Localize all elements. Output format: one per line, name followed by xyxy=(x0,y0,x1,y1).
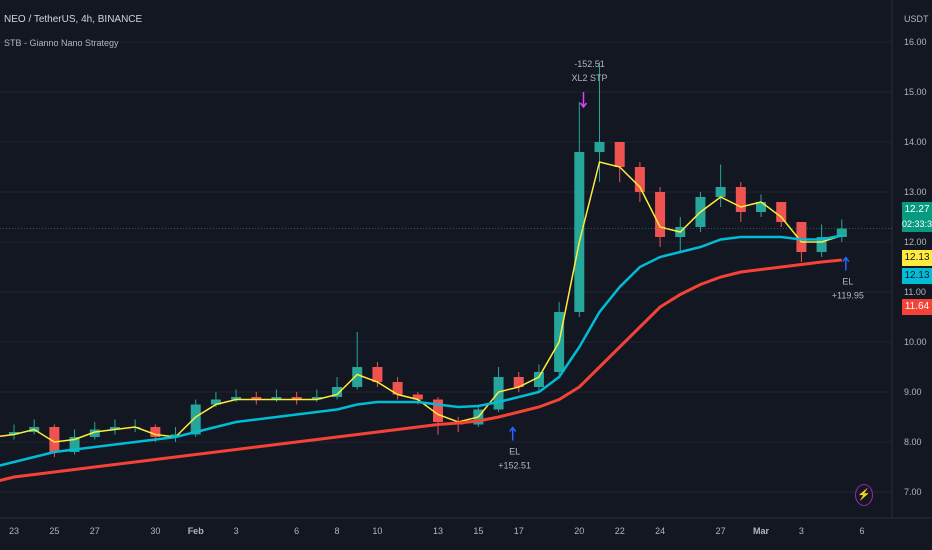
candle-body xyxy=(533,372,544,387)
bar-countdown: 02:33:30 xyxy=(902,219,932,229)
candle-body xyxy=(493,377,504,410)
candle-body xyxy=(311,397,322,400)
candle-body xyxy=(291,397,302,400)
y-tick-label: 7.00 xyxy=(904,487,922,497)
indicator-title[interactable]: STB - Gianno Nano Strategy xyxy=(4,38,119,48)
x-tick-label: 15 xyxy=(473,526,483,536)
x-tick-label: 30 xyxy=(150,526,160,536)
x-tick-label: 27 xyxy=(90,526,100,536)
candle-body xyxy=(372,367,383,382)
candle-body xyxy=(231,397,242,400)
candle-body xyxy=(513,377,524,387)
candle-body xyxy=(756,202,767,212)
x-tick-label: 6 xyxy=(294,526,299,536)
mid-ma-line xyxy=(0,234,843,467)
candle-body xyxy=(432,399,443,422)
exit-arrow-icon xyxy=(579,92,588,109)
x-tick-label: 3 xyxy=(799,526,804,536)
y-tick-label: 8.00 xyxy=(904,437,922,447)
y-tick-label: 11.00 xyxy=(904,287,926,297)
slow-ma-badge: 11.64 xyxy=(902,299,932,315)
candle-body xyxy=(715,187,726,197)
fast-ma-line xyxy=(0,161,843,443)
candle-body xyxy=(392,382,403,395)
candle-body xyxy=(271,397,282,400)
candle-body xyxy=(109,427,120,430)
x-tick-label: Feb xyxy=(188,526,205,536)
x-tick-label: 10 xyxy=(372,526,382,536)
candle-body xyxy=(332,387,343,397)
candle-body xyxy=(352,367,363,387)
candle-body xyxy=(776,202,787,222)
x-tick-label: 13 xyxy=(433,526,443,536)
last-price-badge: 12.27 02:33:30 xyxy=(902,202,932,232)
trade-profit: +152.51 xyxy=(498,461,531,471)
candle-body xyxy=(796,222,807,252)
mid-ma-badge: 12.13 xyxy=(902,268,932,284)
last-price: 12.27 xyxy=(904,204,930,215)
y-tick-label: 15.00 xyxy=(904,87,927,97)
slow-ma-line xyxy=(0,258,842,483)
fast-ma-badge: 12.13 xyxy=(902,250,932,266)
x-tick-label: 23 xyxy=(9,526,19,536)
candle-body xyxy=(89,429,100,437)
y-tick-label: 9.00 xyxy=(904,387,922,397)
candle-body xyxy=(634,167,645,192)
x-tick-label: 27 xyxy=(716,526,726,536)
entry-arrow-icon xyxy=(509,426,517,441)
candle-body xyxy=(735,187,746,212)
trade-profit: -152.51 xyxy=(574,59,605,69)
x-tick-label: 25 xyxy=(49,526,59,536)
trade-label: EL xyxy=(509,447,520,457)
y-tick-label: 13.00 xyxy=(904,187,927,197)
candle-body xyxy=(190,404,201,435)
candle-body xyxy=(594,142,605,152)
x-tick-label: 8 xyxy=(335,526,340,536)
candle-body xyxy=(836,228,847,237)
y-tick-label: 14.00 xyxy=(904,137,927,147)
x-tick-label: 24 xyxy=(655,526,665,536)
candle-body xyxy=(574,152,585,312)
x-tick-label: Mar xyxy=(753,526,770,536)
candle-body xyxy=(9,432,19,435)
candle-body xyxy=(614,142,625,167)
symbol-title[interactable]: NEO / TetherUS, 4h, BINANCE xyxy=(4,14,143,25)
candle-body xyxy=(655,192,666,237)
lightning-icon[interactable]: ⚡ xyxy=(855,484,873,506)
candle-body xyxy=(69,437,80,452)
x-tick-label: 22 xyxy=(615,526,625,536)
candle-body xyxy=(412,394,423,400)
candle-body xyxy=(251,397,262,400)
candle-body xyxy=(49,427,60,452)
x-tick-label: 20 xyxy=(574,526,584,536)
axis-unit: USDT xyxy=(904,14,929,24)
candle-body xyxy=(210,399,221,405)
candle-body xyxy=(150,427,161,437)
y-tick-label: 16.00 xyxy=(904,37,927,47)
trade-profit: +119.95 xyxy=(832,291,864,301)
entry-arrow-icon xyxy=(842,256,850,271)
candle-body xyxy=(816,237,827,252)
x-tick-label: 17 xyxy=(514,526,524,536)
x-tick-label: 6 xyxy=(859,526,864,536)
y-tick-label: 12.00 xyxy=(904,237,927,247)
y-tick-label: 10.00 xyxy=(904,337,927,347)
x-tick-label: 3 xyxy=(234,526,239,536)
trade-label: EL xyxy=(842,277,853,287)
trade-label: XL2 STP xyxy=(571,73,607,83)
